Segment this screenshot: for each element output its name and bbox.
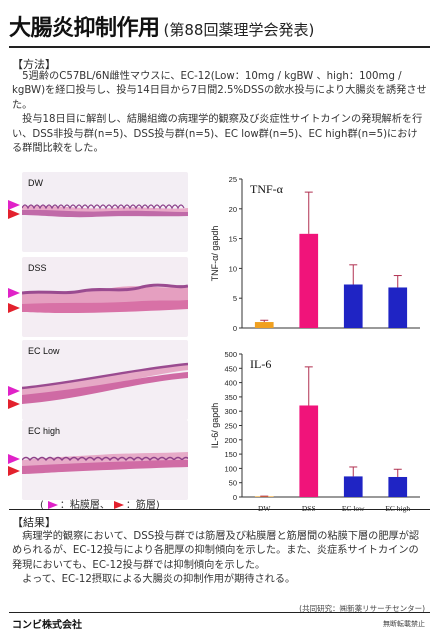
muscle-arrow-ec-low [8, 399, 20, 409]
mucosa-arrow-dss [8, 288, 20, 298]
il6-bar-dss [299, 405, 319, 497]
mucosa-arrow-dw [8, 200, 20, 210]
tnf-alpha-chart: 0 5 10 15 20 25 TNF-α TNF-α/ gapdh [210, 175, 420, 333]
il6-y-tick-label: 450 [224, 364, 237, 373]
il6-x-label-dw: DW [258, 504, 271, 513]
il6-y-tick-label: 150 [224, 450, 237, 459]
methods-text: 5週齢のC57BL/6N雌性マウスに、EC-12(Low：10mg / kgBW… [12, 70, 427, 156]
il6-x-label-ec-low: EC low [342, 504, 365, 513]
title-rule [9, 46, 430, 48]
il6-title: IL-6 [250, 357, 271, 371]
legend-mucosa: ：粘膜層、 [59, 500, 110, 511]
methods-heading: 【方法】 [12, 58, 56, 71]
il6-bar-ec-high [388, 476, 408, 497]
mucosa-arrow-ec-low [8, 386, 20, 396]
tnf-y-tick-label: 5 [233, 294, 237, 303]
panel-label-dw: DW [28, 178, 43, 188]
tnf-y-tick-label: 0 [233, 324, 237, 333]
charts-container: 0 5 10 15 20 25 TNF-α TNF-α/ gapdh 0 50 100 150 200… [200, 170, 430, 517]
muscle-arrow-dw [8, 209, 20, 219]
methods-paragraph-2: 投与18日目に解剖し、結腸組織の病理学的観察及び炎症性サイトカインの発現解析を行… [12, 114, 423, 155]
tnf-y-axis-label: TNF-α/ gapdh [210, 226, 220, 282]
il6-y-tick-label: 100 [224, 464, 237, 473]
il6-y-tick-label: 300 [224, 407, 237, 416]
il6-x-label-dss: DSS [302, 504, 316, 513]
histology-image-ec-low [22, 340, 188, 420]
tnf-bar-dw [254, 322, 274, 328]
title-main: 大腸炎抑制作用 [9, 16, 160, 41]
tnf-y-tick-label: 10 [229, 264, 237, 273]
il6-x-label-ec-high: EC high [385, 504, 410, 513]
histology-panel-ec-low: EC Low [22, 340, 188, 420]
panel-label-dss: DSS [28, 263, 47, 273]
results-text: 病理学的観察において、DSS投与群では筋層及び粘膜層と筋層間の粘膜下層の肥厚が認… [12, 530, 427, 588]
muscle-arrow-dss [8, 303, 20, 313]
tnf-bar-dss [299, 233, 319, 328]
histology-panel-ec-high: EC high [22, 420, 188, 500]
copyright-notice: 無断転載禁止 [383, 620, 425, 628]
histology-image-dw [22, 172, 188, 252]
page-title: 大腸炎抑制作用 (第88回薬理学会発表) [9, 10, 314, 42]
il6-bar-dw [254, 496, 274, 497]
il6-chart: 0 50 100 150 200 250 300 350 400 450 500 DW DSS EC lo… [210, 350, 420, 513]
histology-image-dss [22, 257, 188, 337]
il6-y-tick-label: 50 [229, 479, 237, 488]
tnf-y-tick-label: 15 [229, 235, 237, 244]
legend-open: ( [40, 500, 44, 511]
mucosa-arrow-icon [47, 501, 58, 509]
title-subtitle: (第88回薬理学会発表) [163, 21, 315, 39]
il6-y-tick-label: 500 [224, 350, 237, 359]
il6-y-tick-label: 350 [224, 393, 237, 402]
il6-y-tick-label: 200 [224, 436, 237, 445]
histology-panel-dw: DW [22, 172, 188, 252]
panel-label-ec-low: EC Low [28, 346, 60, 356]
arrow-legend: ( ：粘膜層、 ：筋層) [40, 496, 160, 511]
results-paragraph-2: よって、EC-12摂取による大腸炎の抑制作用が期待される。 [12, 574, 296, 586]
mucosa-arrow-ec-high [8, 454, 20, 464]
il6-y-tick-label: 250 [224, 422, 237, 431]
results-paragraph-1: 病理学的観察において、DSS投与群では筋層及び粘膜層と筋層間の粘膜下層の肥厚が認… [12, 531, 420, 571]
company-name: コンビ株式会社 [12, 620, 82, 631]
legend-muscle: ：筋層) [125, 500, 160, 511]
tnf-y-tick-label: 25 [229, 175, 237, 184]
il6-bar-ec-low [343, 476, 363, 497]
results-heading: 【結果】 [12, 516, 56, 529]
histology-panel-dss: DSS [22, 257, 188, 337]
methods-paragraph-1: 5週齢のC57BL/6N雌性マウスに、EC-12(Low：10mg / kgBW… [12, 71, 427, 111]
collaboration-note: (共同研究：㈱新薬リサーチセンター) [299, 604, 425, 613]
tnf-title: TNF-α [250, 182, 284, 196]
results-rule [9, 509, 430, 510]
il6-y-tick-label: 400 [224, 379, 237, 388]
il6-y-axis-label: IL-6/ gapdh [210, 403, 220, 449]
panel-label-ec-high: EC high [28, 426, 61, 436]
histology-image-ec-high [22, 420, 188, 500]
muscle-arrow-ec-high [8, 466, 20, 476]
muscle-arrow-icon [113, 501, 124, 509]
tnf-y-tick-label: 20 [229, 205, 237, 214]
footer-rule [9, 612, 430, 613]
tnf-bar-ec-low [343, 284, 363, 328]
il6-y-tick-label: 0 [233, 493, 237, 502]
tnf-bar-ec-high [388, 287, 408, 328]
